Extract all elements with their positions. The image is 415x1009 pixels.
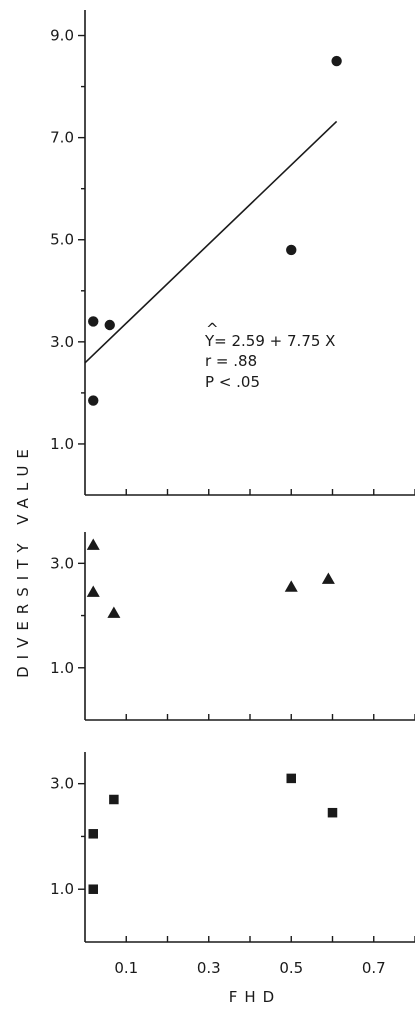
- data-point-circle: [331, 55, 342, 67]
- significance-level: P < .05: [205, 373, 260, 391]
- y-tick-label: 3.0: [50, 333, 74, 351]
- regression-line: [84, 120, 338, 364]
- y-tick-label: 1.0: [50, 659, 74, 677]
- x-axis-label: FHD: [229, 988, 281, 1006]
- data-point-circle: [104, 319, 115, 331]
- data-point-square: [109, 794, 119, 805]
- y-axis-label: DIVERSITY VALUE: [14, 442, 32, 678]
- data-point-square: [88, 884, 98, 894]
- data-point-square: [286, 773, 296, 784]
- x-tick-label: 0.7: [362, 959, 386, 977]
- data-point-triangle: [107, 606, 121, 618]
- x-tick-label: 0.5: [279, 959, 303, 977]
- y-tick-label: 1.0: [50, 880, 74, 898]
- y-tick-label: 3.0: [50, 554, 74, 572]
- regression-equation: Y= 2.59 + 7.75 X: [204, 332, 335, 350]
- data-point-triangle: [321, 572, 335, 584]
- data-point-triangle: [86, 538, 100, 550]
- data-point-square: [327, 807, 338, 818]
- data-point-triangle: [284, 580, 298, 592]
- data-point-circle: [88, 316, 99, 327]
- panel-3: 1.0 3.0 0.1 0.3 0.5 0.7: [50, 752, 415, 977]
- x-tick-label: 0.1: [114, 959, 138, 977]
- data-point-square: [88, 829, 98, 839]
- y-tick-label: 3.0: [50, 775, 74, 793]
- y-tick-label: 5.0: [50, 231, 74, 249]
- data-point-circle: [286, 244, 297, 256]
- panel-2: 1.0 3.0: [50, 532, 415, 721]
- data-point-circle: [88, 395, 99, 406]
- correlation-coefficient: r = .88: [205, 352, 257, 370]
- y-tick-label: 7.0: [50, 129, 74, 147]
- x-tick-label: 0.3: [197, 959, 221, 977]
- y-tick-label: 9.0: [50, 27, 74, 45]
- panel-1: 1.0 3.0 5.0 7.0 9.0 ^Y= 2.59 + 7.75 X r = .88 P…: [50, 10, 415, 496]
- y-tick-label: 1.0: [50, 435, 74, 453]
- equation-hat: ^: [206, 320, 219, 338]
- data-point-triangle: [86, 585, 100, 597]
